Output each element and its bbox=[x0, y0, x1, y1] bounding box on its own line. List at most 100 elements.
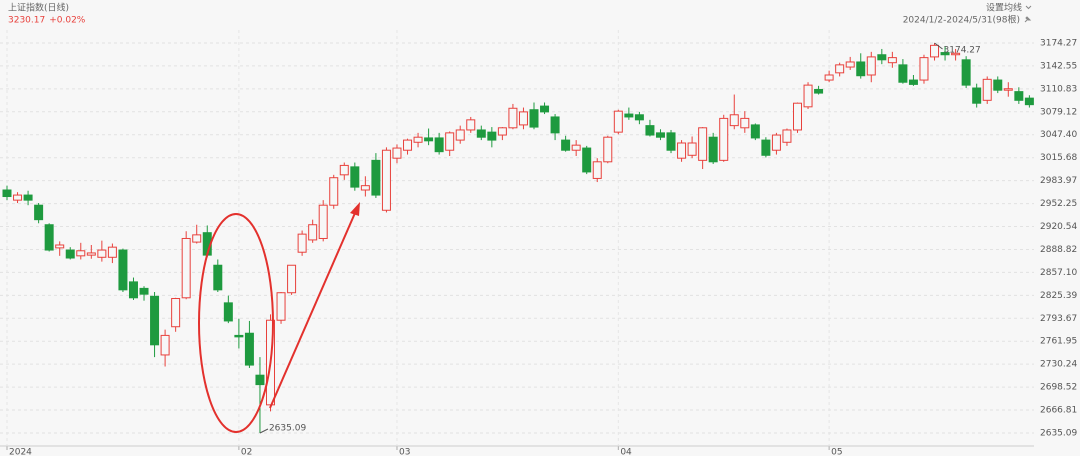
candle-body bbox=[729, 114, 739, 127]
dropdown-icon[interactable] bbox=[1025, 5, 1032, 10]
y-tick-label: 2666.81 bbox=[1040, 406, 1077, 416]
pin-icon[interactable] bbox=[1024, 16, 1032, 23]
candle-body bbox=[213, 264, 223, 291]
y-tick-label: 3110.83 bbox=[1040, 84, 1077, 94]
candle-body bbox=[761, 139, 771, 156]
candle-body bbox=[771, 134, 781, 151]
candle-body bbox=[181, 237, 191, 299]
chart-title: 上证指数(日线) bbox=[8, 2, 69, 14]
candle-body bbox=[371, 159, 381, 196]
candle-body bbox=[919, 57, 929, 81]
x-tick-label: 03 bbox=[399, 448, 410, 456]
y-tick-label: 3142.55 bbox=[1040, 61, 1077, 71]
candle-body bbox=[1003, 88, 1013, 91]
price-change: +0.02% bbox=[49, 16, 86, 26]
candle-body bbox=[244, 332, 254, 366]
candle-body bbox=[445, 132, 455, 151]
candle-body bbox=[866, 56, 876, 76]
candle-body bbox=[1014, 91, 1024, 101]
candle-body bbox=[750, 124, 760, 139]
candle-body bbox=[150, 295, 160, 346]
candle-body bbox=[518, 111, 528, 126]
y-tick-label: 2952.25 bbox=[1040, 199, 1077, 209]
y-tick-label: 2920.54 bbox=[1040, 222, 1077, 232]
candle-body bbox=[887, 57, 897, 64]
candle-body bbox=[223, 302, 233, 322]
candle-body bbox=[255, 374, 265, 386]
y-tick-label: 2983.97 bbox=[1040, 176, 1077, 186]
candle-body bbox=[698, 127, 708, 161]
candle-body bbox=[308, 224, 318, 241]
candle-body bbox=[951, 52, 961, 56]
candle-body bbox=[44, 224, 54, 251]
candle-body bbox=[128, 281, 138, 299]
candle-body bbox=[139, 287, 149, 295]
candle-body bbox=[413, 136, 423, 143]
candle-body bbox=[318, 204, 328, 239]
x-tick-label: 04 bbox=[620, 448, 632, 456]
candle-body bbox=[908, 79, 918, 85]
candle-body bbox=[234, 334, 244, 338]
high-leader bbox=[934, 42, 943, 50]
candle-body bbox=[339, 164, 349, 176]
candle-body bbox=[476, 129, 486, 138]
x-tick-label: 02 bbox=[241, 448, 252, 456]
candle-body bbox=[634, 114, 644, 121]
candle-body bbox=[487, 131, 497, 141]
candle-body bbox=[592, 161, 602, 179]
candle-body bbox=[624, 113, 634, 118]
highlight-ellipse bbox=[198, 213, 274, 433]
candle-body bbox=[434, 137, 444, 153]
candle-body bbox=[687, 142, 697, 156]
candle-body bbox=[845, 61, 855, 68]
candle-body bbox=[719, 117, 729, 161]
candle-body bbox=[192, 234, 202, 243]
candle-body bbox=[107, 246, 117, 258]
ma-setting[interactable]: 设置均线 bbox=[986, 2, 1022, 14]
candle-body bbox=[898, 64, 908, 83]
candle-body bbox=[793, 102, 802, 131]
y-tick-label: 2761.95 bbox=[1040, 337, 1077, 347]
date-range: 2024/1/2-2024/5/31(98根) bbox=[903, 14, 1020, 26]
candle-body bbox=[940, 52, 950, 56]
arrow-shaft bbox=[269, 212, 356, 409]
candle-body bbox=[571, 144, 581, 151]
candle-body bbox=[118, 249, 128, 291]
candle-body bbox=[982, 78, 992, 101]
candle-body bbox=[508, 107, 518, 129]
candle-body bbox=[287, 264, 297, 294]
x-tick-label: 05 bbox=[831, 448, 842, 456]
candle-body bbox=[55, 244, 65, 249]
candle-body bbox=[835, 64, 845, 74]
candle-body bbox=[381, 149, 391, 211]
low-leader bbox=[259, 428, 269, 434]
candle-body bbox=[276, 292, 286, 321]
candle-body bbox=[297, 233, 307, 253]
y-tick-label: 3047.40 bbox=[1040, 130, 1077, 140]
candle-body bbox=[814, 88, 824, 94]
candle-body bbox=[993, 79, 1003, 91]
candle-body bbox=[2, 189, 12, 198]
grid: 2635.09 2666.81 2698.52 2730.24 2761.95 2793.… bbox=[0, 30, 1077, 456]
y-tick-label: 2698.52 bbox=[1040, 383, 1077, 393]
candle-body bbox=[76, 250, 86, 257]
candle-body bbox=[582, 147, 592, 173]
arrow-head bbox=[350, 202, 360, 216]
last-price: 3230.17 bbox=[8, 16, 45, 26]
y-tick-label: 2730.24 bbox=[1040, 360, 1077, 370]
candle-body bbox=[350, 166, 360, 188]
low-label: 2635.09 bbox=[269, 423, 306, 433]
candle-body bbox=[824, 74, 834, 81]
y-tick-label: 2857.10 bbox=[1040, 268, 1077, 278]
candle-body bbox=[497, 127, 507, 136]
candle-body bbox=[550, 116, 560, 134]
candle-body bbox=[392, 147, 402, 159]
y-tick-label: 3015.68 bbox=[1040, 153, 1077, 163]
candle-body bbox=[561, 139, 571, 151]
candle-body bbox=[540, 105, 550, 113]
plot: 3174.27 2635.09 bbox=[2, 42, 1034, 434]
candle-body bbox=[655, 132, 665, 138]
candle-body bbox=[961, 59, 971, 86]
